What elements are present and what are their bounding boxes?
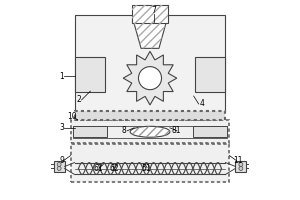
Bar — [236, 161, 246, 172]
Bar — [132, 5, 168, 23]
Text: 2: 2 — [76, 95, 81, 104]
Bar — [54, 161, 64, 172]
Bar — [74, 15, 226, 112]
Text: 51: 51 — [141, 164, 151, 173]
Text: 7: 7 — [152, 6, 156, 15]
Text: 3: 3 — [59, 123, 64, 132]
Bar — [73, 126, 107, 137]
Text: 10: 10 — [67, 112, 76, 121]
Text: 62: 62 — [110, 164, 119, 173]
Text: 1: 1 — [59, 72, 64, 81]
Text: 8: 8 — [122, 126, 127, 135]
Text: 81: 81 — [171, 126, 181, 135]
Circle shape — [239, 166, 243, 170]
Text: 61: 61 — [94, 164, 103, 173]
Ellipse shape — [130, 126, 170, 137]
Bar — [70, 144, 230, 182]
Bar — [193, 126, 227, 137]
Bar — [70, 120, 230, 143]
Circle shape — [239, 162, 243, 166]
Bar — [132, 5, 168, 23]
Bar — [74, 57, 105, 92]
Text: 4: 4 — [199, 99, 204, 108]
Text: 11: 11 — [234, 156, 243, 165]
Circle shape — [139, 67, 161, 90]
Polygon shape — [123, 51, 177, 105]
Circle shape — [57, 166, 61, 170]
Circle shape — [57, 162, 61, 166]
Text: 9: 9 — [59, 156, 64, 165]
Polygon shape — [134, 23, 166, 48]
Bar — [74, 111, 226, 120]
Bar — [195, 57, 226, 92]
